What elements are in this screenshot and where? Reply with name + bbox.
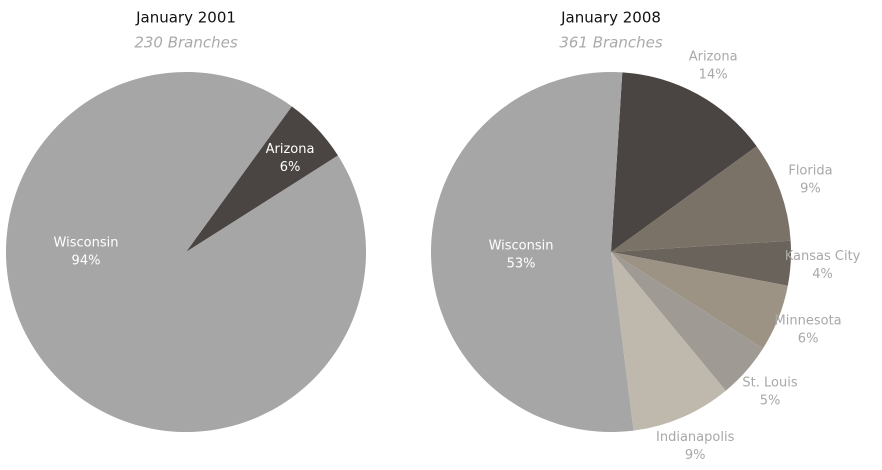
slice-value-label: 4% (812, 267, 833, 282)
slice-value-label: 14% (699, 68, 728, 83)
pie-slice (611, 252, 726, 431)
slice-label: Wisconsin (489, 238, 554, 253)
slice-value-label: 6% (280, 160, 301, 175)
chart-subtitle: 230 Branches (134, 34, 238, 52)
pie-slice (6, 72, 366, 433)
chart-title: January 2008 (560, 9, 661, 27)
slice-label: Wisconsin (54, 236, 119, 251)
chart-title: January 2001 (135, 9, 236, 27)
pie-slice (611, 252, 788, 349)
pie-slice (186, 106, 338, 252)
slice-label: Arizona (689, 50, 738, 65)
slice-label: Kansas City (785, 249, 861, 264)
chart-subtitle: 361 Branches (559, 34, 663, 52)
pie-slice (611, 240, 791, 286)
slice-value-label: 5% (760, 394, 781, 409)
slice-label: Minnesota (775, 314, 842, 329)
slice-value-label: 9% (800, 182, 821, 197)
slice-value-label: 6% (798, 332, 819, 347)
pie-slice (431, 72, 634, 432)
slice-label: Florida (788, 164, 832, 179)
pie-slice (611, 72, 757, 252)
slice-value-label: 94% (72, 254, 101, 269)
pie-slice (611, 146, 791, 252)
pie-slice (611, 252, 763, 391)
slice-label: Arizona (266, 142, 315, 157)
slice-label: Indianapolis (656, 430, 735, 445)
slice-value-label: 9% (685, 448, 706, 463)
slice-value-label: 53% (507, 256, 536, 271)
slice-label: St. Louis (742, 376, 797, 391)
